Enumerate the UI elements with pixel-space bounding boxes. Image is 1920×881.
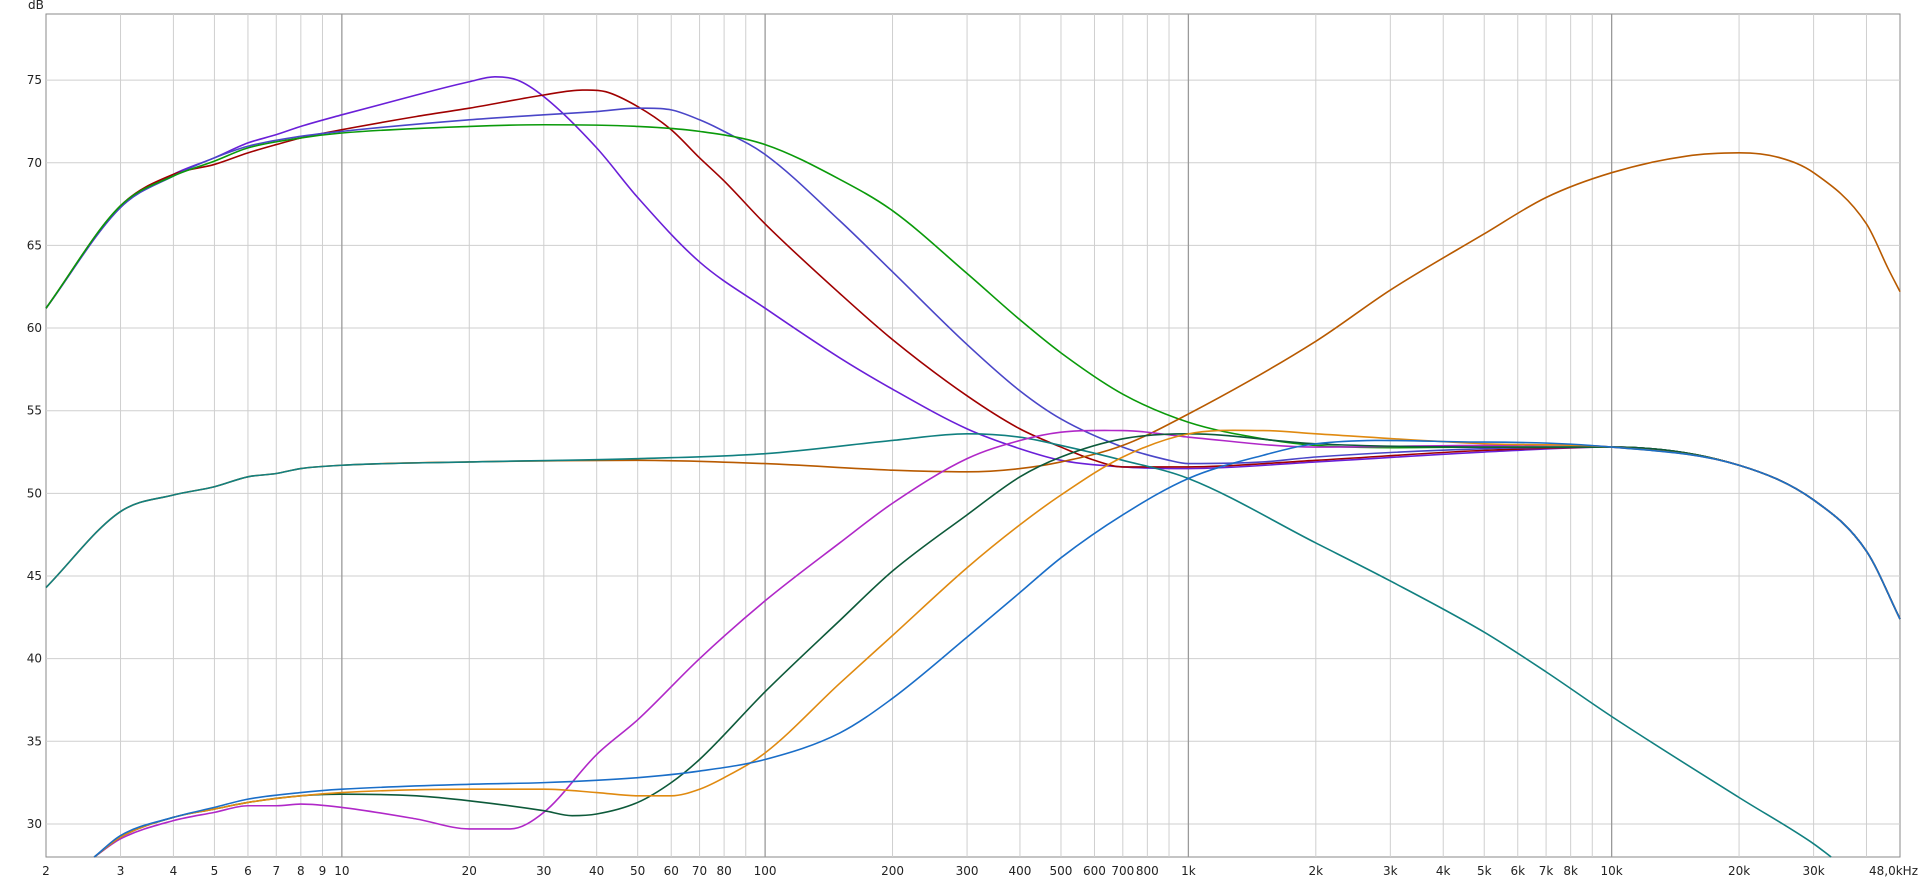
x-tick-label: 20 [462, 864, 477, 878]
x-tick-label: 2 [42, 864, 50, 878]
x-tick-label: 3 [117, 864, 125, 878]
x-tick-label: 5 [211, 864, 219, 878]
x-tick-label: 1k [1181, 864, 1196, 878]
grid [46, 14, 1900, 857]
x-tick-label: 7 [272, 864, 280, 878]
x-tick-label: 200 [881, 864, 904, 878]
x-tick-label: 60 [664, 864, 679, 878]
plot-area [45, 13, 1901, 858]
y-tick-label: 35 [27, 734, 42, 748]
y-tick-label: 55 [27, 404, 42, 418]
y-axis-ticks: 30 35 40 45 50 55 60 65 70 75 [27, 73, 42, 831]
x-tick-label: 10k [1601, 864, 1623, 878]
x-tick-label: 100 [754, 864, 777, 878]
y-tick-label: 75 [27, 73, 42, 87]
x-tick-label: 50 [630, 864, 645, 878]
x-tick-label: 70 [692, 864, 707, 878]
x-tick-label: 400 [1008, 864, 1031, 878]
x-tick-label: 48,0kHz [1869, 864, 1918, 878]
x-tick-label: 600 [1083, 864, 1106, 878]
y-tick-label: 40 [27, 652, 42, 666]
x-tick-label: 3k [1383, 864, 1398, 878]
series-line-10 [93, 439, 1901, 858]
x-tick-label: 5k [1477, 864, 1492, 878]
y-axis-unit-label: dB [28, 0, 44, 12]
y-tick-label: 70 [27, 156, 42, 170]
x-tick-label: 40 [589, 864, 604, 878]
x-tick-label: 4k [1436, 864, 1451, 878]
y-tick-label: 50 [27, 486, 42, 500]
series-line-2 [45, 89, 1901, 620]
x-tick-label: 800 [1136, 864, 1159, 878]
x-tick-label: 30 [536, 864, 551, 878]
x-tick-label: 2k [1309, 864, 1324, 878]
x-tick-label: 10 [334, 864, 349, 878]
y-tick-label: 65 [27, 238, 42, 252]
x-tick-label: 4 [170, 864, 178, 878]
x-axis-ticks: 2 3 4 5 6 7 8 9 10 20 30 40 50 60 70 80 100 200 300 400 500 6… [42, 864, 1918, 878]
x-tick-label: 80 [716, 864, 731, 878]
y-tick-label: 45 [27, 569, 42, 583]
x-tick-label: 30k [1802, 864, 1824, 878]
x-tick-label: 20k [1728, 864, 1750, 878]
series-lines [45, 76, 1901, 858]
x-tick-label: 8k [1563, 864, 1578, 878]
y-tick-label: 30 [27, 817, 42, 831]
series-line-6 [45, 433, 1832, 858]
series-line-1 [45, 76, 1901, 620]
x-tick-label: 6 [244, 864, 252, 878]
x-tick-label: 500 [1050, 864, 1073, 878]
x-tick-label: 7k [1539, 864, 1554, 878]
y-tick-label: 60 [27, 321, 42, 335]
series-line-9 [93, 429, 1901, 858]
x-tick-label: 6k [1510, 864, 1525, 878]
x-tick-label: 700 [1111, 864, 1134, 878]
x-tick-label: 300 [956, 864, 979, 878]
x-tick-label: 8 [297, 864, 305, 878]
x-tick-label: 9 [319, 864, 327, 878]
